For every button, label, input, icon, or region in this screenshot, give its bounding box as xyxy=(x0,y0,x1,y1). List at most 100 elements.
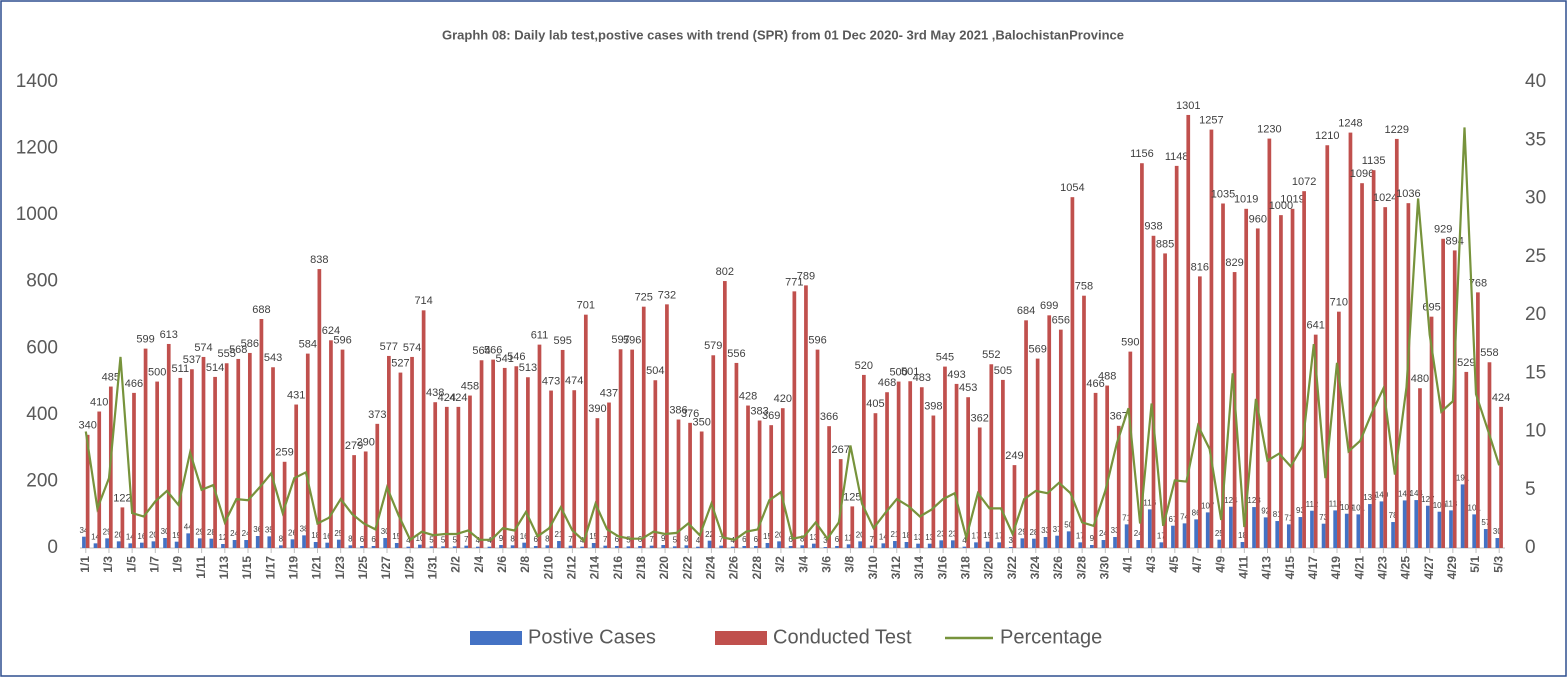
bar xyxy=(1008,547,1013,548)
data-label: 701 xyxy=(577,300,595,312)
data-label: 101 xyxy=(1468,503,1482,512)
bar xyxy=(128,543,133,548)
bar xyxy=(618,349,623,548)
x-tick-label: 2/4 xyxy=(472,556,486,573)
data-label: 1035 xyxy=(1211,188,1235,200)
bar xyxy=(769,425,774,548)
bar xyxy=(371,546,376,548)
data-label: 474 xyxy=(565,375,583,387)
data-label: 13 xyxy=(809,533,818,542)
bar xyxy=(140,542,144,548)
x-tick-label: 1/13 xyxy=(217,556,231,580)
bar xyxy=(1032,538,1036,548)
bar xyxy=(533,546,538,548)
bar xyxy=(1020,538,1025,548)
data-label: 33 xyxy=(1111,526,1120,535)
data-label: 18 xyxy=(902,531,911,540)
data-label: 143 xyxy=(1398,490,1412,499)
data-label: 78 xyxy=(1389,511,1398,520)
bar xyxy=(398,372,403,548)
bar xyxy=(927,543,932,548)
data-label: 140 xyxy=(1375,491,1389,500)
bar xyxy=(1058,329,1063,548)
bar xyxy=(271,367,275,548)
x-tick-label: 1/25 xyxy=(356,556,370,580)
legend-swatch xyxy=(715,631,767,645)
data-label: 15 xyxy=(589,532,598,541)
bar xyxy=(487,546,492,548)
data-label: 1135 xyxy=(1362,155,1386,167)
bar xyxy=(1391,522,1395,548)
x-tick-label: 1/5 xyxy=(124,556,138,573)
bar xyxy=(93,543,98,548)
data-label: 527 xyxy=(391,357,409,369)
bar xyxy=(340,349,345,548)
data-label: 545 xyxy=(936,351,954,363)
bar xyxy=(1452,250,1457,548)
data-label: 558 xyxy=(1480,347,1498,359)
data-label: 504 xyxy=(646,365,664,377)
bar xyxy=(1321,523,1326,548)
x-tick-label: 2/10 xyxy=(541,556,555,580)
data-label: 8 xyxy=(510,534,515,543)
bar xyxy=(1383,207,1388,548)
data-label: 574 xyxy=(194,342,212,354)
data-label: 960 xyxy=(1249,213,1267,225)
data-label: 6 xyxy=(615,535,620,544)
bar xyxy=(1310,510,1314,548)
data-label: 386 xyxy=(669,404,687,416)
bar xyxy=(746,405,750,548)
bar xyxy=(1449,510,1453,548)
data-label: 29 xyxy=(195,527,204,536)
bar xyxy=(549,390,553,548)
bar xyxy=(317,269,322,548)
data-label: 127 xyxy=(1421,495,1435,504)
data-label: 599 xyxy=(136,334,154,346)
bar xyxy=(985,541,990,548)
data-label: 20 xyxy=(149,530,158,539)
y2-tick-label: 25 xyxy=(1525,246,1546,267)
x-tick-label: 4/3 xyxy=(1144,556,1158,573)
data-label: 16 xyxy=(323,532,332,541)
data-label: 566 xyxy=(484,345,502,357)
bar xyxy=(394,543,399,548)
x-tick-label: 4/19 xyxy=(1329,556,1343,580)
bar xyxy=(1174,165,1179,548)
bar xyxy=(479,360,484,548)
data-label: 24 xyxy=(1134,529,1143,538)
data-label: 9 xyxy=(499,534,504,543)
bar xyxy=(557,541,561,548)
x-tick-label: 3/24 xyxy=(1028,556,1042,580)
data-label: 7 xyxy=(603,535,608,544)
data-label: 5 xyxy=(626,535,631,544)
bar xyxy=(630,349,635,548)
data-label: 466 xyxy=(125,378,143,390)
data-label: 24 xyxy=(230,529,239,538)
bar xyxy=(931,415,936,548)
data-label: 44 xyxy=(184,522,193,531)
bar xyxy=(514,366,519,548)
bar xyxy=(290,539,295,548)
data-label: 771 xyxy=(785,276,803,288)
data-label: 17 xyxy=(1157,531,1166,540)
data-label: 695 xyxy=(1422,302,1440,314)
bar xyxy=(1078,542,1083,548)
data-label: 768 xyxy=(1469,277,1487,289)
y-tick-label: 400 xyxy=(26,404,58,425)
data-label: 4 xyxy=(476,536,481,545)
bar xyxy=(1055,535,1059,548)
data-label: 390 xyxy=(588,403,606,415)
data-label: 586 xyxy=(241,338,259,350)
data-label: 11 xyxy=(844,533,853,542)
data-label: 1301 xyxy=(1176,100,1200,112)
bar xyxy=(1441,238,1445,549)
data-label: 30 xyxy=(161,527,170,536)
data-label: 1000 xyxy=(1269,200,1293,212)
bar xyxy=(1394,138,1399,548)
data-label: 473 xyxy=(542,375,560,387)
data-label: 398 xyxy=(924,400,942,412)
data-label: 267 xyxy=(832,444,850,456)
bar xyxy=(545,545,550,548)
x-tick-label: 3/2 xyxy=(773,556,787,573)
x-tick-label: 3/8 xyxy=(843,556,857,573)
